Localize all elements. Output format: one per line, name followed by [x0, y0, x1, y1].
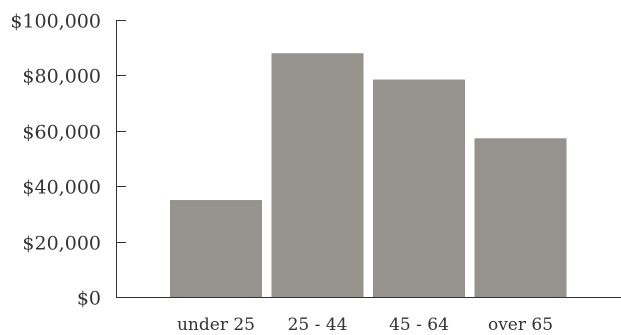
bar-over-65 [474, 138, 567, 297]
y-tick-label: $40,000 [22, 177, 101, 199]
bars-group [170, 53, 567, 298]
bar-under-25 [170, 200, 262, 297]
x-category-label: under 25 [177, 315, 255, 335]
y-tick-label: $0 [77, 288, 101, 310]
y-tick-label: $80,000 [22, 66, 101, 88]
y-tick-label: $60,000 [22, 122, 101, 144]
bar-25-44 [271, 53, 364, 297]
x-category-label: over 65 [488, 315, 553, 335]
x-category-label: 45 - 64 [389, 315, 449, 335]
y-tick-label: $20,000 [22, 233, 101, 255]
y-tick-label: $100,000 [10, 11, 101, 33]
x-category-label: 25 - 44 [288, 315, 348, 335]
y-axis: $0 $20,000 $40,000 $60,000 $80,000 $100,000 [10, 11, 126, 310]
bar-45-64 [373, 79, 465, 298]
x-axis: under 25 25 - 44 45 - 64 over 65 [116, 297, 621, 335]
